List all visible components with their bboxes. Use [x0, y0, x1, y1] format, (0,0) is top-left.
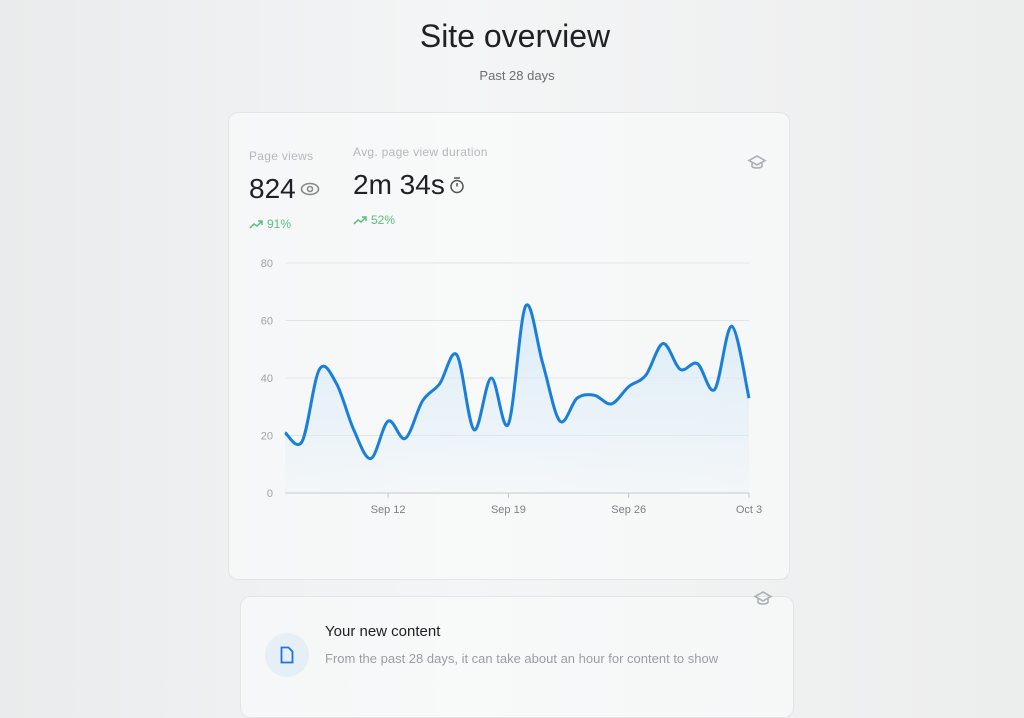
content-card-title: Your new content [325, 623, 441, 640]
metric-value: 824 [249, 173, 296, 204]
x-tick-label: Sep 19 [491, 504, 526, 516]
page-title: Site overview [419, 18, 611, 54]
learn-icon[interactable] [753, 589, 773, 609]
x-tick-label: Sep 12 [371, 504, 406, 516]
x-tick-label: Oct 3 [736, 504, 762, 516]
y-tick-label: 40 [261, 373, 273, 385]
page-subtitle: Past 28 days [479, 68, 555, 83]
document-icon [280, 646, 294, 664]
y-tick-label: 80 [261, 258, 273, 270]
metric-change: 91% [267, 217, 292, 231]
metric-label: Avg. page view duration [353, 145, 488, 159]
y-tick-label: 0 [267, 488, 273, 500]
eye-icon [300, 182, 320, 196]
series-line [283, 303, 751, 460]
new-content-card: Your new content From the past 28 days, … [240, 591, 794, 718]
stopwatch-icon [450, 177, 464, 194]
metric-value: 2m 34s [353, 169, 445, 200]
page-views-chart: 0 20 40 60 80 Sep 12 Sep 19 Sep 26 Oct 3 [261, 258, 762, 516]
overview-card: Page views 824 91% Avg. page view durati… [228, 112, 790, 580]
content-card-description: From the past 28 days, it can take about… [325, 651, 719, 666]
x-tick-label: Sep 26 [611, 504, 646, 516]
area-fill [285, 304, 749, 493]
trending-up-icon [353, 216, 367, 225]
trending-up-icon [249, 220, 263, 229]
document-icon-wrap [265, 633, 309, 677]
y-tick-label: 20 [261, 431, 273, 443]
metric-change: 52% [371, 213, 396, 227]
learn-icon[interactable] [747, 153, 767, 173]
metric-label: Page views [249, 149, 314, 163]
metric-avg-duration: Avg. page view duration 2m 34s 52% [353, 145, 488, 227]
y-tick-label: 60 [261, 316, 273, 328]
metric-page-views: Page views 824 91% [249, 149, 320, 231]
